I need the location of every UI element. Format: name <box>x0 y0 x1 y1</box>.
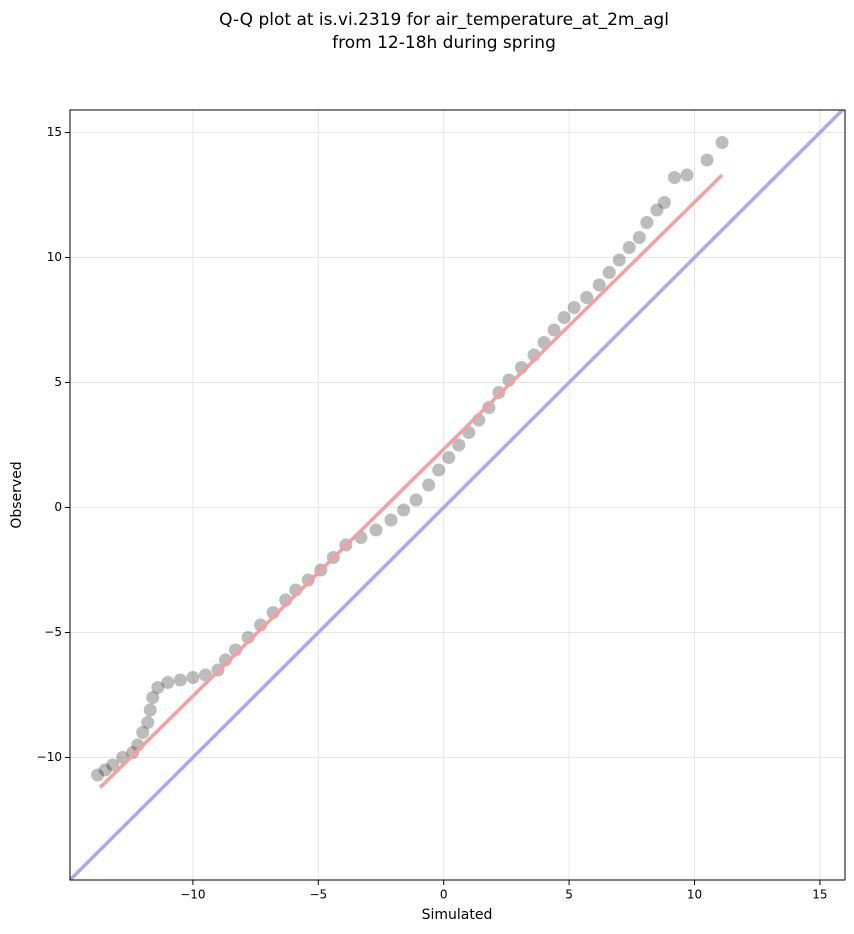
point <box>567 301 581 314</box>
point <box>612 253 626 267</box>
point <box>432 463 446 477</box>
x-tick-label: −5 <box>309 888 327 902</box>
point <box>632 231 646 244</box>
point <box>482 401 496 414</box>
point <box>622 241 636 254</box>
y-tick-label: 15 <box>47 125 62 139</box>
y-tick-label: 0 <box>54 500 62 514</box>
x-tick-label: 10 <box>687 888 702 902</box>
point <box>301 573 315 587</box>
x-axis-label: Simulated <box>422 907 493 923</box>
point <box>452 438 466 452</box>
point <box>442 451 456 464</box>
point <box>700 153 714 167</box>
x-tick-label: 0 <box>440 888 448 902</box>
point <box>680 168 694 182</box>
point <box>106 758 120 772</box>
chart-title: Q-Q plot at is.vi.2319 for air_temperatu… <box>219 10 669 30</box>
point <box>650 203 664 217</box>
y-tick-label: −5 <box>44 625 62 639</box>
y-tick-label: 10 <box>47 250 62 264</box>
point <box>384 513 398 527</box>
plot-area <box>70 110 845 880</box>
point <box>186 671 200 684</box>
point <box>640 216 654 229</box>
point <box>547 323 561 337</box>
point <box>173 673 187 687</box>
point <box>151 681 165 694</box>
x-tick-label: 5 <box>565 888 573 902</box>
point <box>422 478 436 492</box>
point <box>715 136 729 149</box>
point <box>369 523 383 537</box>
point <box>98 763 112 777</box>
chart-subtitle: from 12-18h during spring <box>332 33 556 53</box>
point <box>136 726 150 739</box>
y-tick-label: 5 <box>54 375 62 389</box>
point <box>141 716 155 729</box>
point <box>126 746 140 759</box>
point <box>657 196 671 209</box>
y-tick-label: −10 <box>37 750 62 764</box>
plot-frame <box>69 109 846 881</box>
point <box>580 291 594 304</box>
point <box>667 171 681 184</box>
y-axis-label: Observed <box>9 461 25 528</box>
point <box>146 691 160 704</box>
point <box>602 266 616 279</box>
fit-line <box>98 173 724 789</box>
point <box>143 703 157 717</box>
x-tick-label: −10 <box>180 888 205 902</box>
point <box>409 493 423 507</box>
point <box>161 676 175 689</box>
point <box>557 311 571 324</box>
point <box>397 503 411 517</box>
identity-line <box>70 110 845 880</box>
point <box>91 768 105 782</box>
point <box>592 278 606 292</box>
x-tick-label: 15 <box>812 888 827 902</box>
